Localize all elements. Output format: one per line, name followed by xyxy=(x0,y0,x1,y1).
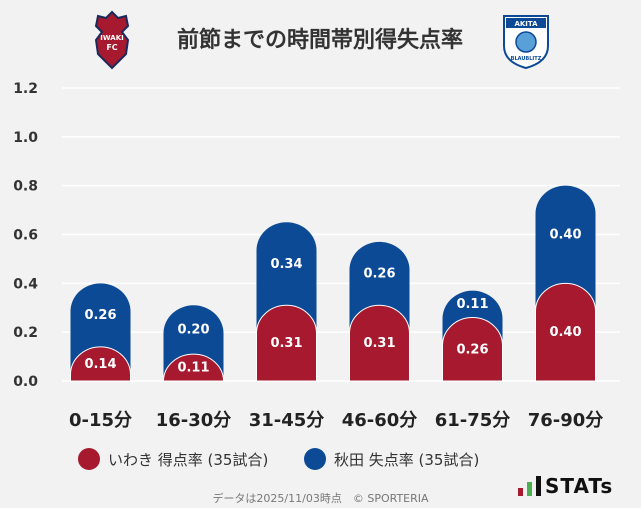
x-tick-label: 16-30分 xyxy=(156,410,232,431)
data-label-home: 0.14 xyxy=(84,357,116,372)
bar-home xyxy=(442,317,503,382)
stats-bar-icon xyxy=(536,476,541,496)
bar-home xyxy=(162,353,225,382)
data-label-home: 0.26 xyxy=(456,342,488,357)
data-label-home: 0.31 xyxy=(363,336,395,351)
y-tick-label: 0.0 xyxy=(13,374,38,390)
data-label-away: 0.20 xyxy=(177,323,209,338)
stats-bar-icon xyxy=(527,482,532,496)
legend-home-swatch xyxy=(78,448,100,470)
legend-away-swatch xyxy=(304,448,326,470)
data-label-away: 0.26 xyxy=(84,308,116,323)
legend-away-label: 秋田 失点率 (35試合) xyxy=(334,450,480,469)
stats-bar-icon xyxy=(518,488,523,496)
x-tick-label: 61-75分 xyxy=(435,410,511,431)
y-tick-label: 0.6 xyxy=(13,228,38,244)
data-footnote: データは2025/11/03時点 © SPORTERIA xyxy=(212,492,429,505)
x-tick-label: 0-15分 xyxy=(69,410,132,431)
y-tick-label: 0.2 xyxy=(13,325,38,341)
stats-brand-logo: STATs xyxy=(518,476,613,496)
data-label-away: 0.40 xyxy=(549,228,581,243)
x-tick-label: 31-45分 xyxy=(249,410,325,431)
data-label-away: 0.34 xyxy=(270,257,302,272)
svg-text:IWAKI: IWAKI xyxy=(100,34,123,42)
chart-title: 前節までの時間帯別得失点率 xyxy=(176,28,463,53)
data-label-home: 0.11 xyxy=(177,361,209,376)
legend-home: いわき 得点率 (35試合) xyxy=(78,448,268,470)
svg-text:FC: FC xyxy=(106,43,117,52)
legend-home-label: いわき 得点率 (35試合) xyxy=(108,450,269,469)
stats-brand-text: STATs xyxy=(545,474,614,498)
bar-home xyxy=(70,346,131,382)
data-label-home: 0.31 xyxy=(270,336,302,351)
x-tick-label: 76-90分 xyxy=(528,410,604,431)
y-tick-label: 0.8 xyxy=(13,179,38,195)
data-label-home: 0.40 xyxy=(549,325,581,340)
y-tick-label: 1.0 xyxy=(13,130,38,146)
svg-text:BLAUBLITZ: BLAUBLITZ xyxy=(511,56,542,62)
legend-away: 秋田 失点率 (35試合) xyxy=(304,448,479,470)
bar-home xyxy=(349,304,410,382)
bar-home xyxy=(535,282,596,382)
y-tick-label: 1.2 xyxy=(13,81,38,97)
data-label-away: 0.26 xyxy=(363,267,395,282)
svg-text:AKITA: AKITA xyxy=(514,20,538,28)
iwaki-fc-logo: IWAKI FC xyxy=(92,10,132,74)
data-label-away: 0.11 xyxy=(456,297,488,312)
bar-home xyxy=(256,304,317,382)
x-tick-label: 46-60分 xyxy=(342,410,418,431)
y-tick-label: 0.4 xyxy=(13,276,38,292)
blaublitz-akita-logo: AKITA BLAUBLITZ xyxy=(498,12,554,74)
stacked-bar-chart: 0.0 0.2 0.4 0.6 0.8 1.0 1.2 0.26 0.14 0-15分 0.20 0.… xyxy=(13,81,620,431)
